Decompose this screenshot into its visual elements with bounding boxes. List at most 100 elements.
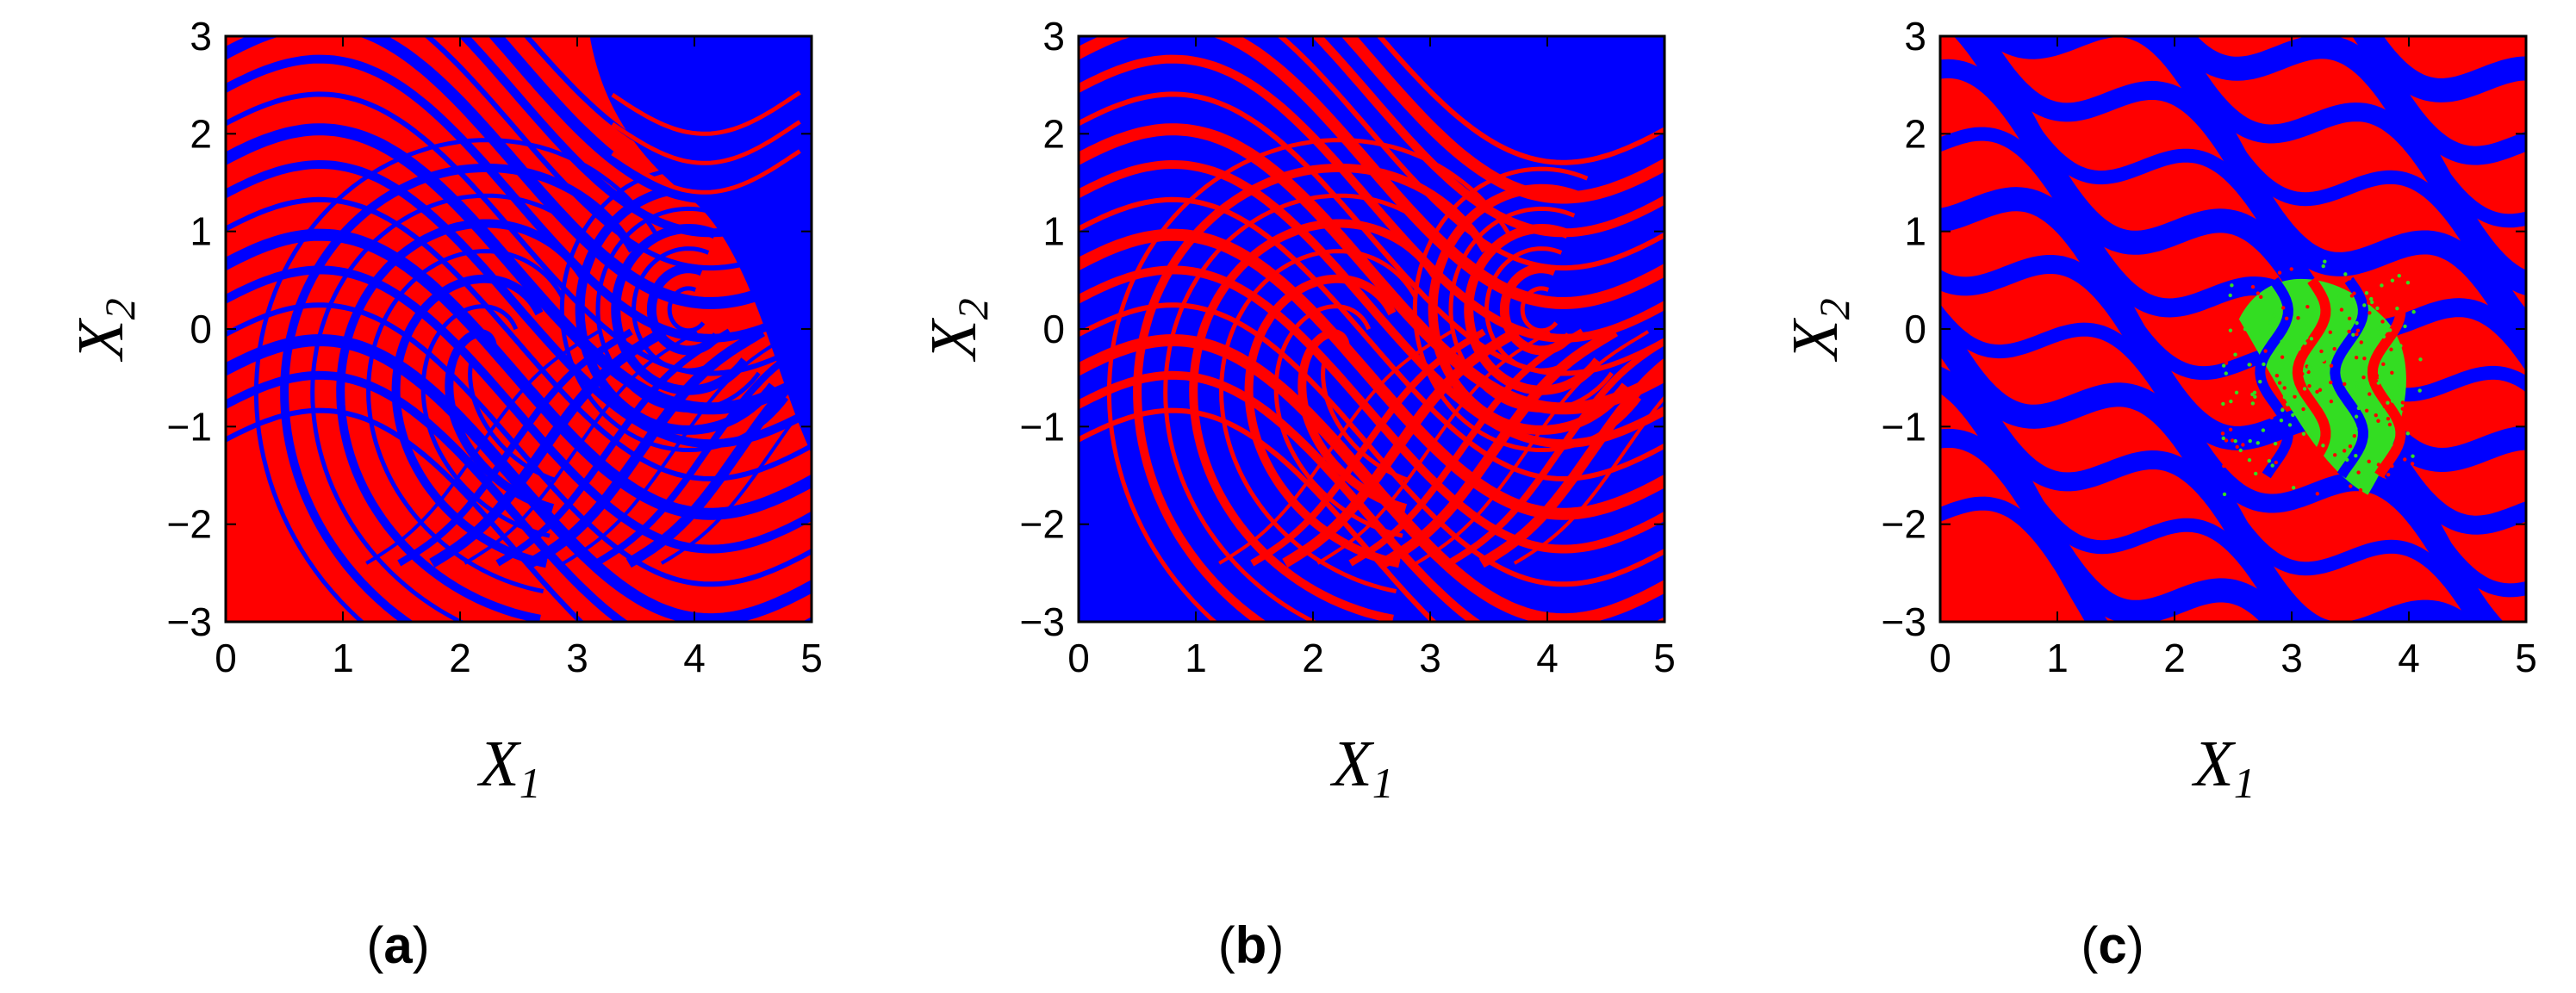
basin-speckle (2368, 378, 2373, 382)
basin-filament (226, 302, 812, 587)
basin-speckle (2327, 405, 2332, 409)
basin-speckle (2258, 406, 2263, 411)
basin-speckle (2304, 368, 2308, 373)
basin-speckle (2234, 390, 2239, 394)
basin-filament (226, 123, 812, 415)
basin-speckle (2405, 287, 2410, 291)
basin-filament (625, 357, 812, 568)
x-axis-subscript: 1 (2234, 759, 2256, 807)
basin-speckle (2321, 357, 2325, 363)
large-basin-region (589, 36, 812, 454)
x-tick-label: 2 (1302, 636, 1324, 680)
basin-speckle (2295, 311, 2300, 315)
basin-speckle (2348, 276, 2352, 281)
basin-filament (1940, 496, 2101, 622)
x-axis-subscript: 1 (1372, 759, 1394, 807)
basin-speckle (2355, 332, 2359, 337)
basin-speckle (2354, 426, 2358, 431)
x-axis-label: X1 (476, 728, 540, 807)
basin-speckle (2358, 487, 2363, 493)
basin-speckle (2297, 346, 2301, 351)
y-axis-symbol: X (918, 318, 990, 363)
basin-filament (2354, 36, 2526, 165)
basin-filament (1079, 265, 1664, 554)
basin-speckle (2221, 436, 2225, 441)
basin-speckle (2224, 438, 2229, 443)
y-tick-label: 2 (1904, 111, 1926, 156)
basin-speckle (2321, 264, 2325, 269)
y-tick-label: −1 (1882, 404, 1926, 449)
basin-speckle (2374, 378, 2379, 383)
basin-speckle (2339, 307, 2344, 312)
basin-speckle (2411, 333, 2416, 338)
basin-speckle (2230, 283, 2234, 288)
basin-filament (562, 330, 797, 565)
basin-speckle (2325, 438, 2330, 443)
basin-speckle (2287, 423, 2293, 427)
basin-filament (2255, 276, 2293, 479)
basin-speckle (2403, 457, 2407, 462)
basin-speckle (2237, 300, 2242, 305)
y-axis-symbol: X (65, 318, 137, 363)
basin-speckle (2321, 444, 2325, 448)
basin-speckle (2293, 323, 2298, 327)
basin-speckle (2392, 293, 2397, 297)
basin-plot-area (1940, 36, 2526, 622)
caption-letter: b (1235, 916, 1267, 974)
basin-speckle (2279, 475, 2283, 480)
y-axis-label: X2 (1779, 298, 1858, 362)
basin-speckle (2228, 293, 2232, 298)
basin-speckle (2368, 311, 2372, 315)
basin-speckle (2307, 383, 2312, 388)
x-tick-label: 1 (332, 636, 354, 680)
basin-speckle (2351, 332, 2355, 338)
basin-speckle (2258, 379, 2262, 384)
basin-speckle (2301, 431, 2306, 437)
y-tick-label: 1 (190, 209, 212, 254)
basin-speckle (2235, 444, 2239, 450)
basin-filament (280, 163, 637, 622)
basin-filament (226, 265, 812, 554)
basin-speckle (2356, 406, 2361, 411)
basin-speckle (2263, 349, 2268, 353)
caption-close: ) (1266, 916, 1284, 974)
basin-speckle (2247, 363, 2251, 367)
x-tick-label: 0 (1929, 636, 1951, 680)
basin-speckle (2399, 383, 2403, 388)
basin-speckle (2305, 305, 2310, 309)
basin-speckle (2367, 459, 2371, 464)
y-tick-label: −1 (167, 404, 212, 449)
basin-speckle (2386, 400, 2390, 405)
basin-speckle (2349, 294, 2355, 298)
basin-speckle (2268, 320, 2273, 325)
basin-speckle (2343, 382, 2347, 387)
basin-filament (310, 193, 612, 622)
basin-speckle (2327, 471, 2331, 476)
basin-speckle (2262, 362, 2266, 367)
basin-filament (1320, 357, 1410, 483)
y-tick-label: −2 (167, 502, 212, 547)
basin-speckle (2382, 404, 2387, 409)
basin-filament (1079, 123, 1664, 415)
basin-speckle (2289, 448, 2294, 453)
x-tick-label: 0 (215, 636, 237, 680)
basin-speckle (2291, 413, 2295, 418)
basin-filament (1348, 328, 1584, 567)
basin-filament (336, 219, 590, 622)
caption-open: ( (2081, 916, 2098, 974)
basin-speckle (2220, 431, 2225, 436)
basin-filament (226, 370, 812, 622)
caption-letter: a (383, 916, 413, 974)
basin-speckle (2390, 463, 2394, 469)
basin-filament (1079, 54, 1664, 343)
basin-speckle (2315, 492, 2320, 496)
basin-speckle (2367, 471, 2372, 476)
basin-speckle (2339, 453, 2343, 457)
y-tick-label: 0 (190, 307, 212, 351)
basin-filament (611, 149, 801, 195)
basin-speckle (2364, 408, 2369, 413)
basin-speckle (2383, 422, 2387, 426)
basin-speckle (2403, 324, 2407, 329)
basin-speckle (2256, 441, 2260, 445)
